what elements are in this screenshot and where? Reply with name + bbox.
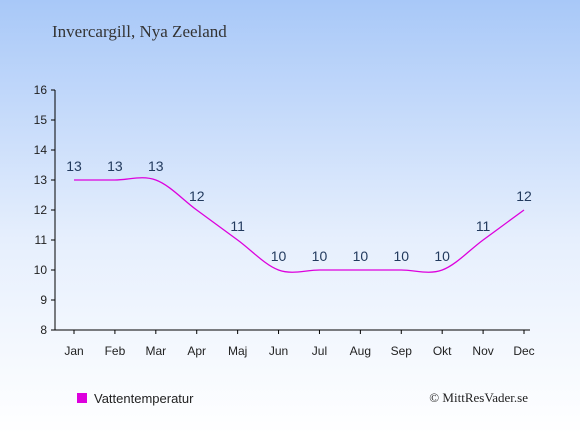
data-label: 10: [271, 248, 287, 264]
x-tick-label: Apr: [187, 344, 206, 358]
series-group: [74, 177, 525, 273]
y-tick-label: 14: [34, 143, 48, 157]
data-label: 10: [434, 248, 450, 264]
data-label: 12: [516, 188, 532, 204]
y-tick-label: 8: [40, 323, 47, 337]
x-tick-label: Mar: [145, 344, 166, 358]
chart-title: Invercargill, Nya Zeeland: [52, 22, 227, 41]
data-label: 11: [476, 218, 491, 234]
x-tick-label: Jun: [269, 344, 288, 358]
y-tick-label: 9: [40, 293, 47, 307]
x-tick-label: Aug: [350, 344, 371, 358]
x-tick-label: Sep: [391, 344, 413, 358]
data-label: 13: [148, 158, 164, 174]
data-labels: 13 13 13 12 11 10 10 10 10 10 11 12: [66, 158, 532, 264]
x-tick-label: Jan: [64, 344, 83, 358]
y-tick-label: 15: [34, 113, 48, 127]
legend-swatch: [77, 393, 87, 403]
y-tick-label: 10: [34, 263, 48, 277]
x-tick-label: Nov: [472, 344, 493, 358]
series-line: [74, 177, 525, 273]
x-tick-label: Maj: [228, 344, 247, 358]
y-tick-label: 16: [34, 83, 48, 97]
x-tick-label: Okt: [433, 344, 452, 358]
data-label: 10: [353, 248, 369, 264]
y-tick-label: 13: [34, 173, 48, 187]
x-tick-label: Jul: [312, 344, 327, 358]
data-label: 12: [189, 188, 205, 204]
data-label: 13: [66, 158, 82, 174]
data-label: 10: [312, 248, 328, 264]
data-label: 11: [230, 218, 245, 234]
x-tick-label: Feb: [105, 344, 126, 358]
axes: 8 9 10 11 12 13 14 15 16 Jan Feb Mar Apr Maj Jun Jul Aug…: [34, 83, 535, 358]
credit-text: © MittResVader.se: [429, 390, 528, 405]
x-tick-label: Dec: [513, 344, 534, 358]
legend-label: Vattentemperatur: [94, 391, 194, 406]
data-label: 10: [393, 248, 409, 264]
y-tick-label: 11: [35, 233, 48, 247]
data-label: 13: [107, 158, 123, 174]
y-tick-label: 12: [34, 203, 48, 217]
